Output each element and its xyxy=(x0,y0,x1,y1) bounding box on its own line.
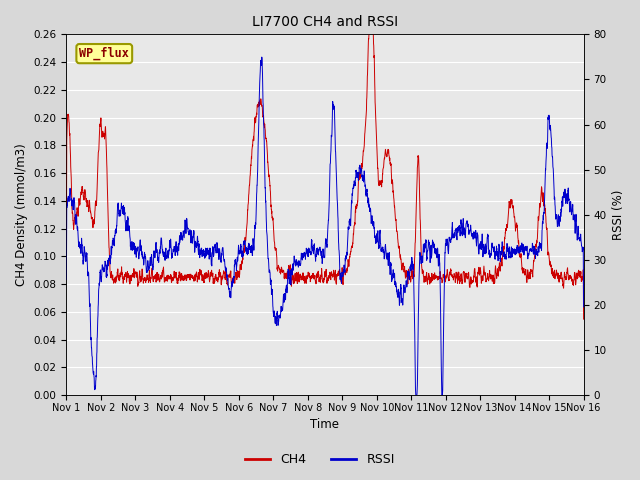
X-axis label: Time: Time xyxy=(310,419,339,432)
Y-axis label: RSSI (%): RSSI (%) xyxy=(612,190,625,240)
Legend: CH4, RSSI: CH4, RSSI xyxy=(240,448,400,471)
Text: WP_flux: WP_flux xyxy=(79,47,129,60)
Title: LI7700 CH4 and RSSI: LI7700 CH4 and RSSI xyxy=(252,15,398,29)
Y-axis label: CH4 Density (mmol/m3): CH4 Density (mmol/m3) xyxy=(15,144,28,286)
